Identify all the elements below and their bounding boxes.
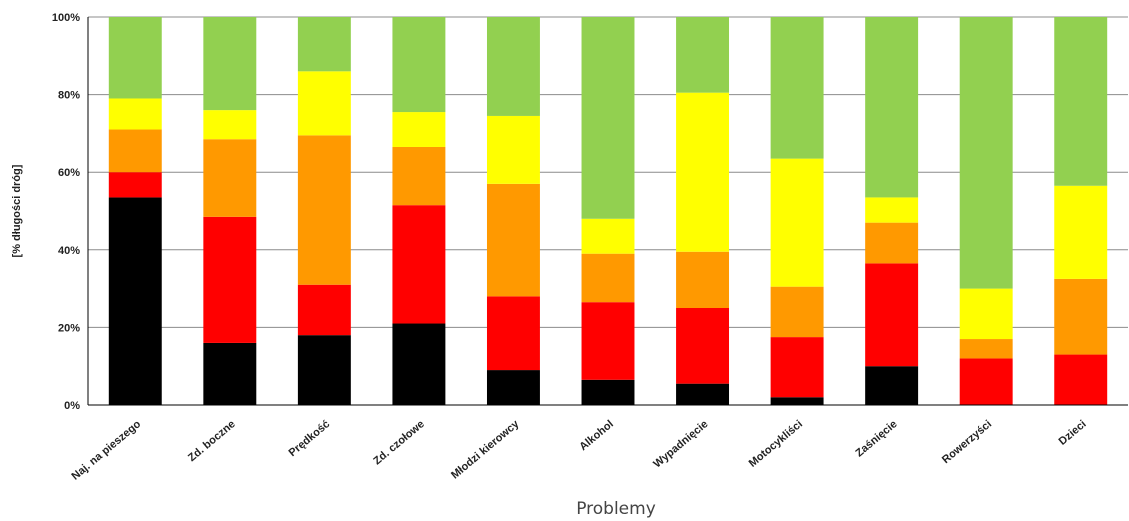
bar-segment-10-3 bbox=[1054, 185, 1108, 279]
bar-segment-1-2 bbox=[203, 139, 257, 217]
x-tick-label: Zd. boczne bbox=[186, 418, 238, 464]
bar-segment-8-0 bbox=[865, 366, 919, 405]
bar-segment-0-4 bbox=[108, 17, 162, 99]
y-tick-label: 40% bbox=[58, 245, 80, 257]
bar-segment-9-2 bbox=[959, 339, 1013, 359]
bar-segment-10-1 bbox=[1054, 354, 1108, 405]
y-axis-title: [% długości dróg] bbox=[11, 164, 23, 257]
x-tick-label: Młodzi kierowcy bbox=[449, 418, 522, 482]
x-tick-label: Zd. czołowe bbox=[371, 418, 426, 467]
x-tick-labels: Naj. na pieszego Zd. boczne Prędkość Zd. cz… bbox=[69, 418, 1088, 483]
x-tick-label: Zaśnięcie bbox=[853, 418, 899, 459]
bar-segment-3-2 bbox=[392, 146, 446, 206]
bar-segment-2-1 bbox=[297, 284, 351, 336]
bar-segment-6-2 bbox=[676, 251, 730, 308]
bar-segment-4-3 bbox=[486, 115, 540, 184]
bar-segment-6-1 bbox=[676, 308, 730, 384]
bar-segment-5-3 bbox=[581, 218, 635, 254]
bar-segment-4-0 bbox=[486, 370, 540, 405]
bar-segment-2-4 bbox=[297, 17, 351, 72]
bar-segment-7-4 bbox=[770, 17, 824, 159]
bar-segment-4-1 bbox=[486, 296, 540, 371]
bar-segment-5-1 bbox=[581, 302, 635, 380]
x-tick-label: Motocykliści bbox=[747, 418, 805, 470]
bar-segment-9-4 bbox=[959, 17, 1013, 289]
bar-segment-6-4 bbox=[676, 17, 730, 93]
x-tick-label: Naj. na pieszego bbox=[69, 418, 143, 483]
bar-segment-8-2 bbox=[865, 222, 919, 264]
bar-segment-1-4 bbox=[203, 17, 257, 111]
bar-segment-0-1 bbox=[108, 172, 162, 198]
bar-segment-2-0 bbox=[297, 335, 351, 405]
y-tick-label: 60% bbox=[58, 167, 80, 179]
bar-segment-3-4 bbox=[392, 17, 446, 113]
bar-segment-6-0 bbox=[676, 383, 730, 405]
x-tick-label: Prędkość bbox=[287, 418, 333, 459]
y-tick-label: 100% bbox=[52, 12, 80, 24]
bar-segment-7-1 bbox=[770, 337, 824, 398]
bar-segment-8-3 bbox=[865, 197, 919, 223]
bar-stacks bbox=[108, 17, 1108, 405]
bar-segment-9-3 bbox=[959, 288, 1013, 340]
bar-segment-7-3 bbox=[770, 158, 824, 287]
bar-segment-8-4 bbox=[865, 17, 919, 198]
x-tick-label: Alkohol bbox=[577, 418, 616, 453]
bar-segment-2-3 bbox=[297, 71, 351, 136]
bar-segment-4-2 bbox=[486, 183, 540, 297]
y-tick-label: 20% bbox=[58, 322, 80, 334]
x-tick-label: Dzieci bbox=[1057, 418, 1089, 448]
bar-segment-5-0 bbox=[581, 379, 635, 405]
bar-segment-9-1 bbox=[959, 358, 1013, 405]
bar-segment-4-4 bbox=[486, 17, 540, 116]
bar-segment-3-0 bbox=[392, 323, 446, 405]
bar-segment-5-2 bbox=[581, 253, 635, 303]
x-tick-label: Wypadnięcie bbox=[651, 418, 710, 470]
x-axis-title: Problemy bbox=[576, 499, 656, 519]
bar-segment-6-3 bbox=[676, 92, 730, 252]
bar-segment-1-3 bbox=[203, 110, 257, 140]
bar-segment-0-0 bbox=[108, 197, 162, 405]
y-tick-label: 0% bbox=[64, 400, 80, 412]
bar-segment-3-1 bbox=[392, 205, 446, 324]
y-tick-labels: 0% 20% 40% 60% 80% 100% bbox=[52, 12, 80, 412]
bar-segment-0-3 bbox=[108, 98, 162, 130]
bar-segment-5-4 bbox=[581, 17, 635, 219]
bar-segment-7-0 bbox=[770, 397, 824, 405]
x-tick-label: Rowerzyści bbox=[940, 418, 994, 466]
bar-segment-10-4 bbox=[1054, 17, 1108, 186]
bar-segment-1-0 bbox=[203, 342, 257, 405]
bar-segment-3-3 bbox=[392, 112, 446, 147]
bar-segment-7-2 bbox=[770, 286, 824, 338]
bar-segment-10-2 bbox=[1054, 278, 1108, 355]
bar-segment-2-2 bbox=[297, 135, 351, 285]
y-tick-label: 80% bbox=[58, 90, 80, 102]
bar-segment-0-2 bbox=[108, 129, 162, 173]
bar-segment-8-1 bbox=[865, 263, 919, 367]
axes bbox=[87, 17, 1128, 406]
bar-segment-1-1 bbox=[203, 216, 257, 343]
